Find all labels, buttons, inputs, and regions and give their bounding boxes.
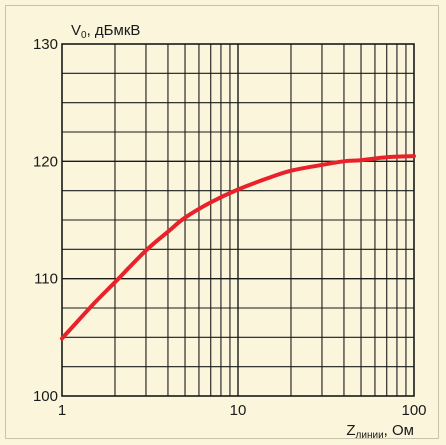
x-tick-labels: 1 10 100	[58, 402, 427, 419]
y-tick-label: 110	[34, 271, 58, 288]
y-tick-labels: 100 110 120 130	[33, 36, 58, 405]
chart-frame	[5, 5, 439, 439]
x-tick-label: 1	[58, 402, 66, 419]
y-tick-label: 100	[33, 388, 58, 405]
x-tick-label: 10	[230, 402, 247, 419]
x-tick-label: 100	[401, 402, 426, 419]
y-tick-label: 120	[33, 153, 58, 170]
plot-border	[61, 43, 415, 397]
series-line	[60, 154, 416, 341]
y-tick-label: 130	[33, 36, 58, 53]
x-axis-title: Zлинии, Ом	[346, 422, 414, 441]
grid	[62, 44, 414, 396]
y-axis-title: V0, дБмкВ	[71, 22, 140, 41]
